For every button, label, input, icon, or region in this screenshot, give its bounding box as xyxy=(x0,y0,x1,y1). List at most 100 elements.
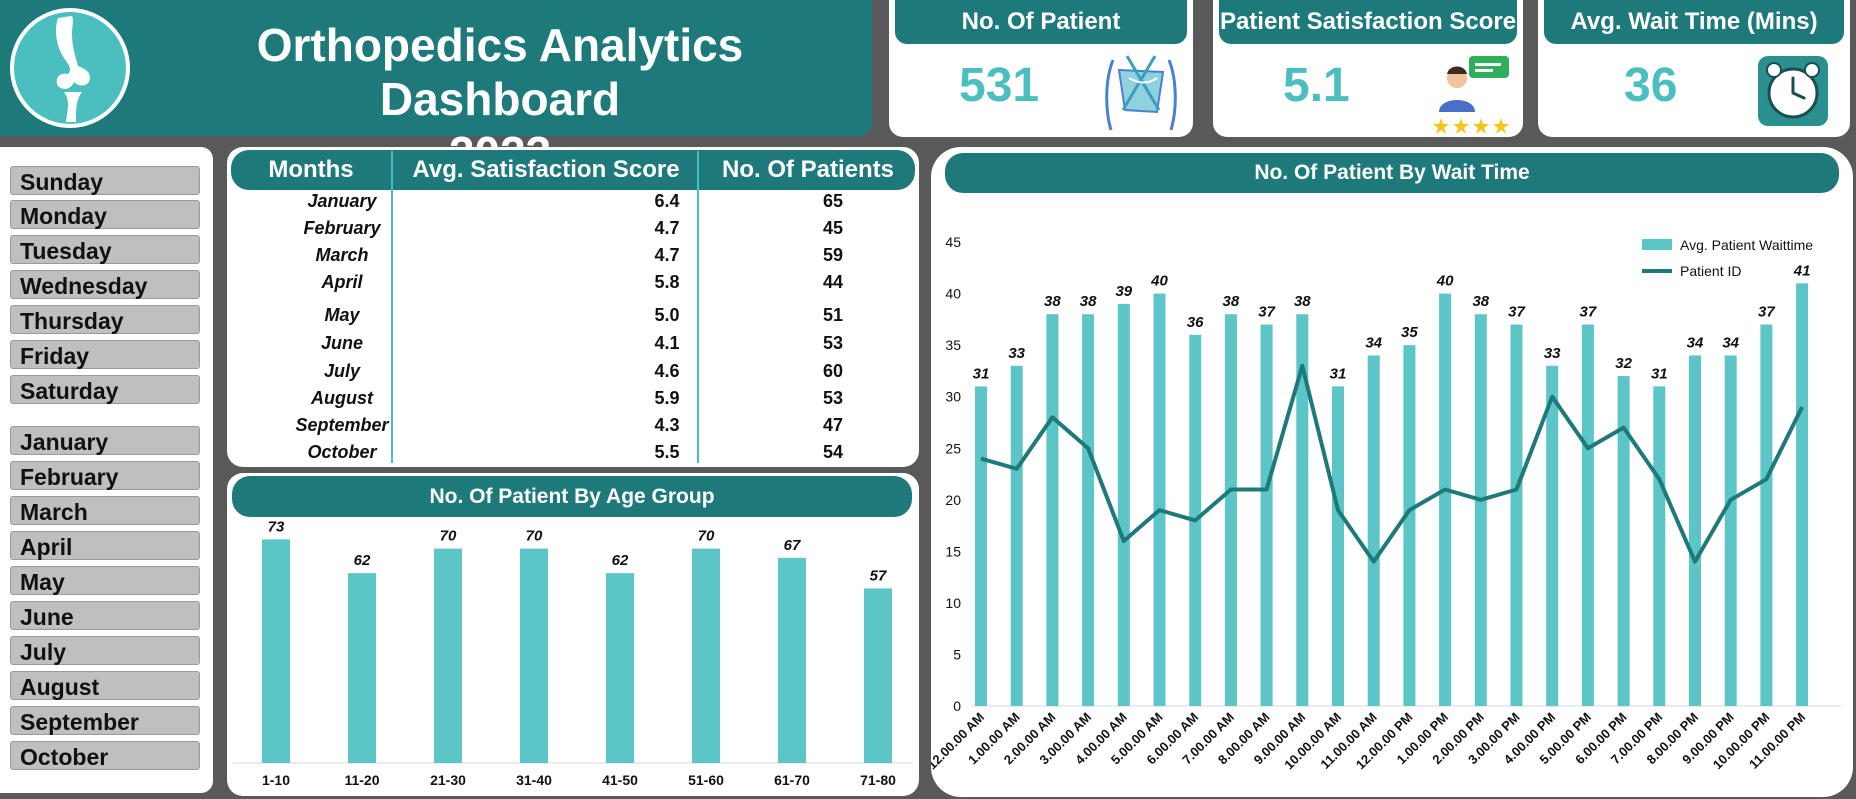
bar xyxy=(1224,314,1237,706)
data-label: 37 xyxy=(1508,304,1525,321)
slicer-day-thursday[interactable]: Thursday xyxy=(10,305,200,334)
data-label: 37 xyxy=(1258,304,1275,321)
slicer-day-sunday[interactable]: Sunday xyxy=(10,166,200,195)
slicer-month-august[interactable]: August xyxy=(10,671,200,700)
y-tick-label: 25 xyxy=(945,440,961,456)
data-label: 38 xyxy=(1080,293,1097,310)
data-label: 70 xyxy=(698,528,715,545)
table-row: August 5.9 53 xyxy=(227,388,919,412)
bar xyxy=(1117,303,1130,706)
data-label: 41 xyxy=(1793,262,1811,279)
bar xyxy=(1296,314,1309,706)
data-label: 39 xyxy=(1115,283,1132,300)
slicer-month-may[interactable]: May xyxy=(10,566,200,595)
data-label: 37 xyxy=(1758,304,1775,321)
cell-month: April xyxy=(321,272,363,292)
cell-month: February xyxy=(303,218,381,238)
data-label: 38 xyxy=(1044,293,1061,310)
monthly-summary-table: Months Avg. Satisfaction Score No. Of Pa… xyxy=(227,147,919,467)
cell-patients: 54 xyxy=(822,442,844,462)
bar xyxy=(1332,386,1344,706)
cell-score: 4.3 xyxy=(654,415,680,435)
slicer-month-july[interactable]: July xyxy=(10,636,200,665)
age-group-chart-panel: No. Of Patient By Age Group 73 1-10 62 11-2… xyxy=(227,473,919,796)
data-label: 31 xyxy=(1330,365,1347,382)
cell-month: January xyxy=(307,191,377,211)
legend-swatch-bar xyxy=(1642,239,1672,250)
bar xyxy=(262,539,290,763)
column-divider xyxy=(391,151,393,463)
table-row: February 4.7 45 xyxy=(227,218,919,242)
bar xyxy=(864,588,892,763)
category-label: 1-10 xyxy=(262,772,290,788)
category-label: 21-30 xyxy=(430,772,466,788)
table-row: October 5.5 54 xyxy=(227,442,919,466)
cell-month: June xyxy=(320,333,363,353)
bar xyxy=(1367,355,1380,706)
bar xyxy=(1439,293,1452,706)
legend-label-patient-id: Patient ID xyxy=(1680,263,1741,279)
table-header: Months Avg. Satisfaction Score No. Of Pa… xyxy=(231,150,915,190)
cell-month: July xyxy=(323,361,361,381)
data-label: 70 xyxy=(440,528,457,545)
slicer-day-wednesday[interactable]: Wednesday xyxy=(10,270,200,299)
slicer-month-october[interactable]: October xyxy=(10,741,200,770)
slicer-day-friday[interactable]: Friday xyxy=(10,340,200,369)
slicer-month-april[interactable]: April xyxy=(10,531,200,560)
category-label: 61-70 xyxy=(774,772,810,788)
cell-patients: 53 xyxy=(822,388,844,408)
data-label: 34 xyxy=(1722,334,1739,351)
slicer-month-january[interactable]: January xyxy=(10,426,200,455)
bar xyxy=(1474,314,1487,706)
skeleton-sling-icon xyxy=(1099,50,1183,137)
data-label: 34 xyxy=(1687,334,1704,351)
slicer-month-september[interactable]: September xyxy=(10,706,200,735)
cell-score: 5.0 xyxy=(654,305,680,325)
data-label: 31 xyxy=(973,365,990,382)
data-label: 40 xyxy=(1150,273,1168,290)
cell-score: 4.7 xyxy=(654,218,680,238)
data-label: 38 xyxy=(1294,293,1311,310)
y-tick-label: 35 xyxy=(945,337,961,353)
y-tick-label: 45 xyxy=(945,234,961,250)
y-tick-label: 40 xyxy=(945,286,961,302)
slicer-month-march[interactable]: March xyxy=(10,496,200,525)
bar xyxy=(975,386,987,706)
cell-score: 4.7 xyxy=(654,245,680,265)
cell-month: September xyxy=(295,415,389,435)
bar xyxy=(1046,314,1059,706)
bar xyxy=(692,548,720,763)
age-group-chart: 73 1-10 62 11-20 70 21-30 70 31-40 62 41-50 70 51-6… xyxy=(233,518,913,788)
cell-patients: 51 xyxy=(822,305,844,325)
bone-joint-logo-icon xyxy=(10,8,130,128)
dashboard-header: Orthopedics Analytics Dashboard 2023 xyxy=(0,0,872,179)
slicer-day-monday[interactable]: Monday xyxy=(10,200,200,229)
bar xyxy=(1617,376,1630,706)
slicer-month-june[interactable]: June xyxy=(10,601,200,630)
title-line-1: Orthopedics Analytics Dashboard xyxy=(256,19,744,125)
bar xyxy=(1082,314,1095,706)
y-tick-label: 0 xyxy=(953,698,961,714)
data-label: 38 xyxy=(1472,293,1489,310)
cell-month: August xyxy=(311,388,373,408)
legend-label-waittime: Avg. Patient Waittime xyxy=(1680,237,1813,253)
data-label: 32 xyxy=(1615,355,1632,372)
table-row: May 5.0 51 xyxy=(227,305,919,329)
table-row: September 4.3 47 xyxy=(227,415,919,439)
slicer-day-saturday[interactable]: Saturday xyxy=(10,375,200,404)
kpi-label: Avg. Wait Time (Mins) xyxy=(1544,0,1844,44)
data-label: 70 xyxy=(526,528,543,545)
slicer-month-february[interactable]: February xyxy=(10,461,200,490)
slicer-day-tuesday[interactable]: Tuesday xyxy=(10,235,200,264)
bar xyxy=(1510,324,1523,706)
y-tick-label: 30 xyxy=(945,389,961,405)
bar xyxy=(520,548,548,763)
data-label: 62 xyxy=(354,552,371,569)
age-group-chart-title: No. Of Patient By Age Group xyxy=(232,476,912,517)
bar xyxy=(348,573,376,763)
wait-time-chart-panel: No. Of Patient By Wait Time 0 5 10 15 20 25 30… xyxy=(931,147,1853,797)
cell-score: 5.9 xyxy=(654,388,680,408)
data-label: 40 xyxy=(1436,273,1454,290)
bar xyxy=(1546,365,1559,706)
